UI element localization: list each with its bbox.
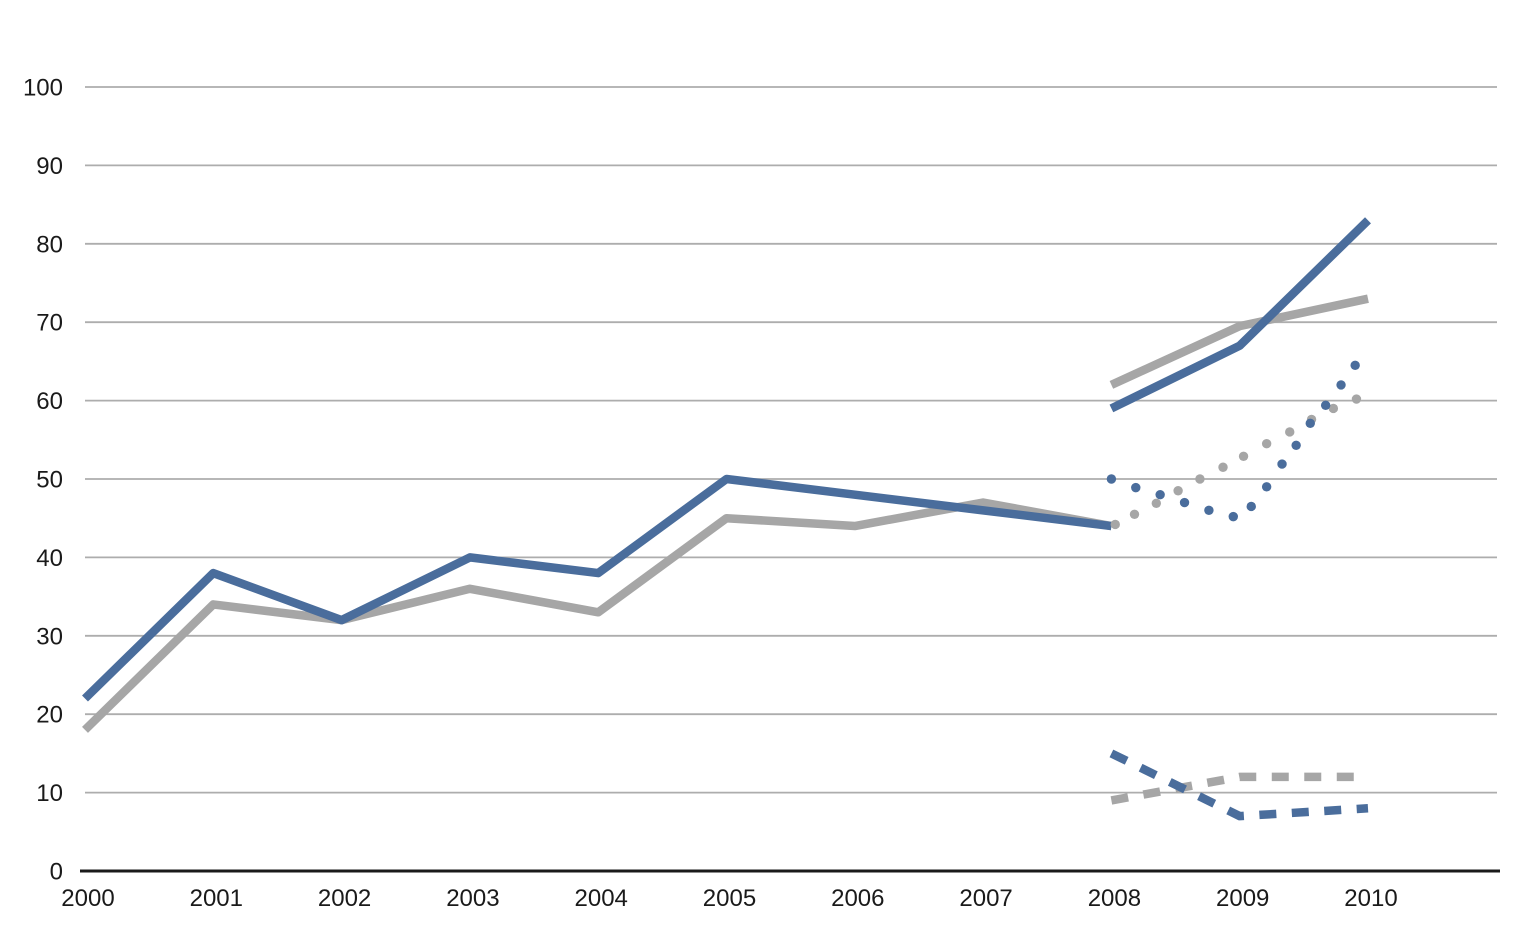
- y-axis-tick-label: 80: [36, 231, 63, 258]
- gray-dotted-projection-dot: [1151, 498, 1162, 509]
- blue-dashed-projection-line: [1109, 749, 1369, 821]
- blue-dotted-projection-dot: [1179, 497, 1190, 508]
- x-axis-tick-label: 2009: [1216, 885, 1269, 912]
- blue-dotted-projection-dot: [1106, 474, 1117, 484]
- blue-dotted-projection-dot: [1204, 505, 1214, 516]
- gray-dotted-projection-dot: [1129, 509, 1140, 519]
- y-axis-tick-label: 100: [23, 75, 63, 102]
- gray-dotted-projection-dot: [1173, 486, 1183, 496]
- gray-dotted-projection-dot: [1351, 394, 1362, 404]
- gray-dotted-projection-dot: [1110, 519, 1120, 530]
- gray-dotted-projection-dot: [1328, 403, 1339, 414]
- gray-dashed-projection-line: [1110, 772, 1368, 805]
- y-axis-tick-label: 60: [36, 388, 63, 415]
- gray-solid-actual-line: [82, 498, 1113, 733]
- y-axis-tick-label: 70: [36, 310, 63, 337]
- x-axis-tick-label: 2002: [318, 885, 371, 912]
- x-axis-tick-label: 2005: [703, 885, 756, 912]
- gray-solid-projection-line: [1109, 294, 1369, 389]
- blue-dotted-projection-dot: [1291, 440, 1301, 450]
- blue-dotted-projection-dot: [1228, 511, 1238, 522]
- blue-dotted-projection-dot: [1320, 400, 1331, 411]
- y-axis-tick-label: 20: [36, 702, 63, 729]
- blue-dotted-projection-dot: [1336, 380, 1346, 390]
- x-axis-tick-label: 2010: [1344, 885, 1397, 912]
- x-axis-tick-label: 2007: [959, 885, 1012, 912]
- y-axis-tick-label: 0: [50, 859, 63, 886]
- x-axis-tick-label: 2006: [831, 885, 884, 912]
- x-axis-tick-label: 2000: [61, 885, 114, 912]
- blue-dotted-projection-dot: [1350, 360, 1360, 371]
- y-axis-tick-label: 10: [36, 780, 63, 807]
- gray-dotted-projection-dot: [1261, 439, 1272, 449]
- y-axis-tick-label: 50: [36, 467, 63, 494]
- blue-solid-projection-line: [1109, 217, 1371, 413]
- y-axis-tick-label: 90: [36, 153, 63, 180]
- blue-dotted-projection-dot: [1131, 482, 1141, 493]
- blue-dotted-projection-dot: [1155, 489, 1165, 500]
- gray-dotted-projection-dot: [1238, 451, 1249, 461]
- gray-dotted-projection-dot: [1285, 427, 1295, 437]
- y-axis-tick-label: 40: [36, 545, 63, 572]
- x-axis-tick-label: 2001: [190, 885, 243, 912]
- blue-solid-actual-line: [82, 474, 1112, 702]
- x-axis-tick-label: 2008: [1088, 885, 1141, 912]
- x-axis-tick-label: 2003: [446, 885, 499, 912]
- blue-dotted-projection-dot: [1261, 482, 1272, 492]
- blue-dotted-projection-dot: [1277, 459, 1287, 469]
- gray-dotted-projection-dot: [1195, 474, 1205, 484]
- y-axis-tick-label: 30: [36, 623, 63, 650]
- gray-dotted-projection-dot: [1218, 462, 1228, 472]
- blue-dotted-projection-dot: [1246, 501, 1256, 512]
- x-axis-tick-label: 2004: [575, 885, 628, 912]
- blue-dotted-projection-dot: [1305, 418, 1315, 429]
